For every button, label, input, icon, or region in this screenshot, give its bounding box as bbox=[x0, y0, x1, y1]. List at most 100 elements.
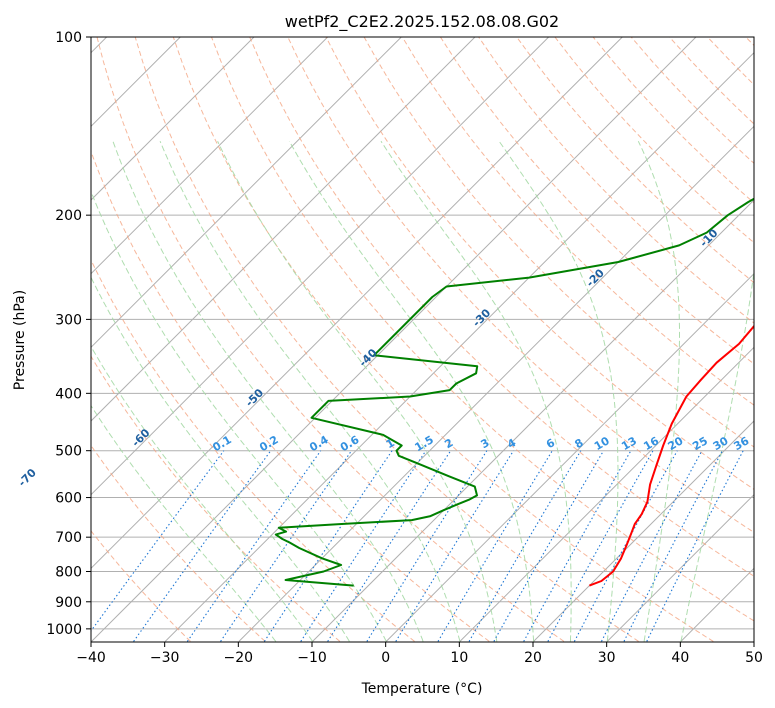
x-tick-label: −20 bbox=[224, 650, 254, 666]
plot-frame bbox=[90, 36, 755, 643]
isotherm-label: -50 bbox=[243, 386, 266, 409]
mixing-ratio-label: 2 bbox=[442, 436, 455, 451]
isotherm-line bbox=[533, 420, 754, 642]
mixing-ratio-line bbox=[263, 450, 393, 642]
y-tick-label: 800 bbox=[55, 565, 82, 581]
isotherm-line bbox=[238, 125, 754, 642]
x-tick-label: 50 bbox=[745, 650, 763, 666]
isotherm-line bbox=[459, 346, 754, 642]
dry-adiabat bbox=[249, 37, 754, 577]
x-tick-label: 30 bbox=[598, 650, 616, 666]
dry-adiabat bbox=[91, 149, 490, 642]
x-tick-label: 40 bbox=[671, 650, 689, 666]
isotherm-line bbox=[755, 37, 775, 641]
isotherm-line bbox=[91, 37, 329, 275]
mixing-ratio-label: 6 bbox=[544, 436, 557, 451]
dry-adiabat bbox=[707, 37, 754, 86]
mixing-ratio-line bbox=[91, 450, 225, 632]
moist-adiabat bbox=[91, 345, 313, 642]
moist-adiabat bbox=[112, 141, 424, 642]
y-tick-label: 400 bbox=[55, 386, 82, 402]
dry-adiabat bbox=[96, 37, 565, 642]
mixing-ratio-line bbox=[300, 450, 427, 642]
mixing-ratio-line bbox=[395, 450, 514, 642]
dry-adiabat bbox=[439, 37, 754, 365]
y-tick-label: 300 bbox=[55, 312, 82, 328]
isotherm-label: -30 bbox=[470, 306, 493, 329]
isotherm-line bbox=[312, 199, 754, 642]
mixing-ratio-line bbox=[468, 450, 582, 642]
x-tick-label: 0 bbox=[381, 650, 390, 666]
mixing-ratio-label: 1 bbox=[384, 436, 397, 451]
dry-adiabat bbox=[516, 37, 754, 284]
dry-adiabat bbox=[592, 37, 754, 204]
isotherm-line bbox=[680, 567, 754, 642]
moist-adiabat bbox=[91, 190, 387, 642]
dewpoint-profile-line bbox=[274, 197, 754, 587]
x-axis: −40 −30 −20 −10 0 10 20 30 40 50 bbox=[76, 642, 763, 666]
y-tick-label: 900 bbox=[55, 595, 82, 611]
dry-adiabat bbox=[134, 37, 639, 642]
line-annotations: 0.10.20.40.611.52346810131620253036-100-… bbox=[16, 226, 752, 489]
x-tick-label: −10 bbox=[297, 650, 327, 666]
isotherm-line bbox=[385, 272, 754, 642]
mixing-ratio-line bbox=[547, 450, 654, 642]
chart-title: wetPf2_C2E2.2025.152.08.08.G02 bbox=[285, 12, 559, 32]
x-axis-label: Temperature (°C) bbox=[361, 681, 483, 697]
isotherm-line bbox=[91, 37, 697, 642]
isotherm-line bbox=[91, 37, 476, 422]
moist-adiabat bbox=[680, 267, 754, 642]
dry-adiabat bbox=[172, 37, 714, 642]
mixing-ratio-line bbox=[523, 450, 632, 642]
moist-adiabat bbox=[91, 276, 350, 642]
dry-adiabat bbox=[91, 530, 191, 642]
isotherm-line bbox=[164, 51, 754, 642]
y-tick-label: 200 bbox=[55, 208, 82, 224]
isotherm-line bbox=[91, 37, 550, 496]
mixing-ratio-line bbox=[220, 450, 352, 642]
mixing-ratio-line bbox=[573, 450, 678, 642]
y-tick-label: 600 bbox=[55, 491, 82, 507]
y-axis: 100 200 300 400 500 600 700 800 900 1000 bbox=[46, 30, 91, 638]
background-lines bbox=[91, 37, 775, 642]
mixing-ratio-line bbox=[646, 450, 744, 642]
y-tick-label: 500 bbox=[55, 444, 82, 460]
y-tick-label: 700 bbox=[55, 530, 82, 546]
mixing-ratio-line bbox=[327, 450, 452, 642]
isotherm-label: -60 bbox=[129, 426, 152, 449]
isotherm-line bbox=[91, 37, 255, 201]
x-tick-label: −40 bbox=[76, 650, 106, 666]
moist-adiabat bbox=[380, 140, 572, 642]
moist-adiabat bbox=[217, 140, 498, 642]
dry-adiabat bbox=[669, 37, 754, 125]
mixing-ratio-line bbox=[623, 450, 723, 642]
dry-adiabat bbox=[745, 37, 754, 47]
dry-adiabat bbox=[91, 444, 266, 642]
isotherm-line bbox=[91, 37, 623, 570]
mixing-ratio-line bbox=[186, 450, 322, 642]
dry-adiabat bbox=[630, 37, 754, 164]
x-tick-label: 10 bbox=[450, 650, 468, 666]
isotherm-label: -40 bbox=[357, 346, 380, 369]
x-tick-label: 20 bbox=[524, 650, 542, 666]
mixing-ratio-label: 4 bbox=[505, 436, 518, 451]
isotherm-line bbox=[606, 493, 754, 642]
isotherm-label: -10 bbox=[697, 226, 720, 249]
dry-adiabat bbox=[91, 355, 341, 642]
y-tick-label: 100 bbox=[55, 30, 82, 46]
temperature-profile-line bbox=[589, 324, 754, 587]
moist-adiabat bbox=[159, 141, 461, 642]
isotherm-line bbox=[91, 37, 402, 349]
dry-adiabat bbox=[401, 37, 754, 406]
dry-adiabat bbox=[91, 259, 415, 642]
moist-adiabat bbox=[637, 140, 680, 642]
dry-adiabat bbox=[211, 37, 754, 622]
profile-lines bbox=[274, 197, 754, 587]
mixing-ratio-line bbox=[133, 450, 272, 642]
y-tick-label: 1000 bbox=[46, 622, 82, 638]
isotherm-label: -20 bbox=[584, 266, 607, 289]
y-axis-label: Pressure (hPa) bbox=[12, 290, 28, 390]
x-tick-label: −30 bbox=[150, 650, 180, 666]
moist-adiabat bbox=[498, 140, 619, 642]
